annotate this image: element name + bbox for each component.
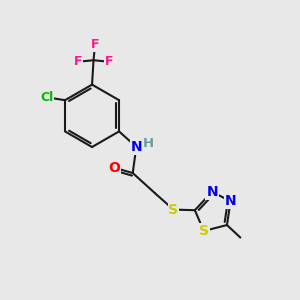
Text: Cl: Cl	[40, 91, 53, 104]
Text: F: F	[105, 55, 113, 68]
Text: H: H	[143, 137, 154, 150]
Text: F: F	[91, 38, 99, 51]
Text: F: F	[74, 55, 82, 68]
Text: O: O	[108, 161, 120, 175]
Text: S: S	[169, 202, 178, 217]
Text: N: N	[130, 140, 142, 154]
Text: S: S	[199, 224, 209, 238]
Text: N: N	[225, 194, 236, 208]
Text: N: N	[206, 185, 218, 199]
